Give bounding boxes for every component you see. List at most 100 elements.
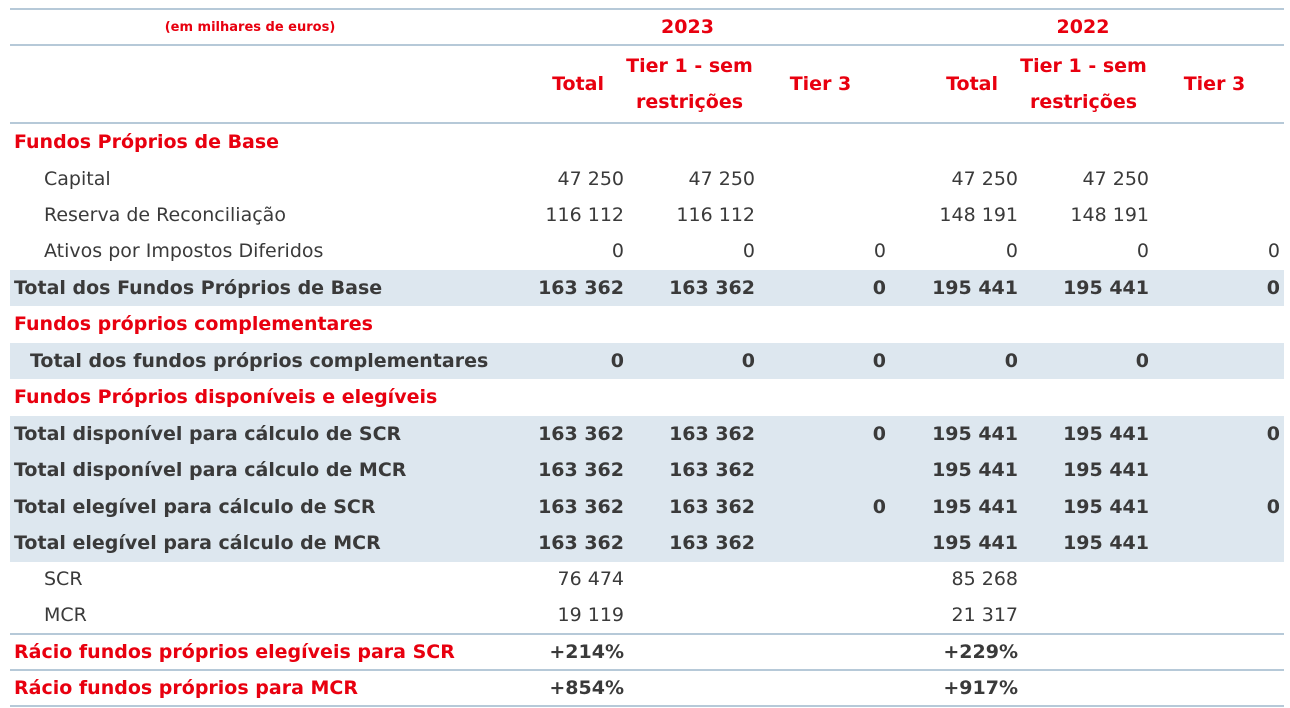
section-complementares: Fundos próprios complementares xyxy=(10,306,1284,342)
cell-value: 0 xyxy=(1266,277,1280,299)
cell-value xyxy=(755,561,886,597)
col-tier1-line1: Tier 1 - sem xyxy=(626,55,753,77)
cell-value xyxy=(755,525,886,561)
row-label: Total dos Fundos Próprios de Base xyxy=(14,277,383,299)
row-label: Ativos por Impostos Diferidos xyxy=(44,240,324,262)
table-row-total: Total disponível para cálculo de MCR 163… xyxy=(10,452,1284,488)
row-label: Reserva de Reconciliação xyxy=(44,204,286,226)
cell-value: 0 xyxy=(1136,240,1149,262)
cell-value: 163 362 xyxy=(538,423,624,445)
cell-value: 47 250 xyxy=(951,168,1018,190)
cell-value xyxy=(1018,597,1149,633)
cell-value xyxy=(624,597,755,633)
col-tier1-2022: Tier 1 - sem restrições xyxy=(1018,46,1149,122)
cell-value xyxy=(1149,597,1280,633)
cell-value: 0 xyxy=(611,240,624,262)
section-title: Fundos Próprios de Base xyxy=(14,131,280,153)
section-title: Fundos próprios complementares xyxy=(14,313,373,335)
cell-value: 0 xyxy=(872,350,886,372)
cell-value: 0 xyxy=(742,240,755,262)
cell-value xyxy=(1149,635,1280,669)
top-rule xyxy=(10,8,1284,10)
header-rule xyxy=(10,122,1284,124)
cell-value xyxy=(1018,561,1149,597)
section-base: Fundos Próprios de Base xyxy=(10,124,1284,160)
cell-value: 85 268 xyxy=(951,568,1018,590)
cell-value: +214% xyxy=(549,641,624,663)
cell-value xyxy=(1018,671,1149,705)
year-header-row: (em milhares de euros) 2023 2022 xyxy=(10,10,1284,44)
cell-value: 0 xyxy=(610,350,624,372)
row-label: Total elegível para cálculo de MCR xyxy=(14,532,381,554)
cell-value xyxy=(624,635,755,669)
column-header-row: Total Tier 1 - sem restrições Tier 3 Tot… xyxy=(10,46,1284,122)
year-2023: 2023 xyxy=(661,16,714,38)
cell-value: 116 112 xyxy=(676,204,755,226)
table-row: Reserva de Reconciliação 116 112 116 112… xyxy=(10,197,1284,233)
cell-value: 0 xyxy=(1005,240,1018,262)
cell-value: 148 191 xyxy=(1070,204,1149,226)
cell-value: 47 250 xyxy=(688,168,755,190)
table-row: Capital 47 250 47 250 47 250 47 250 xyxy=(10,161,1284,197)
col-tier1-line2: restrições xyxy=(635,91,744,113)
table-row: SCR 76 474 85 268 xyxy=(10,561,1284,597)
cell-value xyxy=(624,671,755,705)
cell-value: 195 441 xyxy=(1063,277,1149,299)
cell-value xyxy=(755,597,886,633)
row-label: Rácio fundos próprios elegíveis para SCR xyxy=(14,641,455,663)
cell-value: 195 441 xyxy=(932,459,1018,481)
cell-value: 163 362 xyxy=(538,532,624,554)
cell-value: +229% xyxy=(943,641,1018,663)
cell-value xyxy=(755,197,886,233)
cell-value: 47 250 xyxy=(557,168,624,190)
cell-value: 0 xyxy=(873,240,886,262)
row-label: MCR xyxy=(44,604,87,626)
section-disponiveis: Fundos Próprios disponíveis e elegíveis xyxy=(10,379,1284,415)
table-row-total: Total disponível para cálculo de SCR 163… xyxy=(10,416,1284,452)
cell-value xyxy=(1149,161,1280,197)
shaded-block xyxy=(10,416,1284,562)
col-tier1-2023: Tier 1 - sem restrições xyxy=(624,46,755,122)
cell-value: 195 441 xyxy=(932,423,1018,445)
cell-value xyxy=(755,635,886,669)
cell-value xyxy=(1149,525,1280,561)
cell-value: 47 250 xyxy=(1082,168,1149,190)
cell-value xyxy=(1149,197,1280,233)
cell-value: 163 362 xyxy=(538,277,624,299)
cell-value: 195 441 xyxy=(1063,459,1149,481)
col-total-2023: Total xyxy=(552,73,604,95)
cell-value: 116 112 xyxy=(545,204,624,226)
col-tier3-2022: Tier 3 xyxy=(1183,73,1246,95)
cell-value xyxy=(755,671,886,705)
row-label: Total disponível para cálculo de MCR xyxy=(14,459,407,481)
table-row-ratio: Rácio fundos próprios para MCR +854% +91… xyxy=(10,671,1284,705)
cell-value xyxy=(1018,635,1149,669)
cell-value: 163 362 xyxy=(669,423,755,445)
table-row-total: Total dos fundos próprios complementares… xyxy=(10,343,1284,379)
cell-value: 195 441 xyxy=(1063,532,1149,554)
cell-value: 195 441 xyxy=(1063,423,1149,445)
cell-value: 0 xyxy=(872,277,886,299)
units-note: (em milhares de euros) xyxy=(164,19,336,35)
table-row-total: Total dos Fundos Próprios de Base 163 36… xyxy=(10,270,1284,306)
cell-value xyxy=(1149,343,1280,379)
cell-value xyxy=(624,561,755,597)
ratio-rule-mid xyxy=(10,669,1284,671)
row-label: SCR xyxy=(44,568,83,590)
col-tier1-line1: Tier 1 - sem xyxy=(1020,55,1147,77)
cell-value xyxy=(1149,671,1280,705)
cell-value: 195 441 xyxy=(932,496,1018,518)
row-label: Rácio fundos próprios para MCR xyxy=(14,677,358,699)
cell-value: +854% xyxy=(549,677,624,699)
cell-value: 163 362 xyxy=(669,459,755,481)
row-label: Total disponível para cálculo de SCR xyxy=(14,423,402,445)
cell-value xyxy=(1149,561,1280,597)
row-label: Total dos fundos próprios complementares xyxy=(30,350,489,372)
cell-value: 0 xyxy=(1266,496,1280,518)
cell-value xyxy=(755,161,886,197)
cell-value: 163 362 xyxy=(538,459,624,481)
cell-value: 0 xyxy=(741,350,755,372)
cell-value: 148 191 xyxy=(939,204,1018,226)
cell-value: 21 317 xyxy=(951,604,1018,626)
